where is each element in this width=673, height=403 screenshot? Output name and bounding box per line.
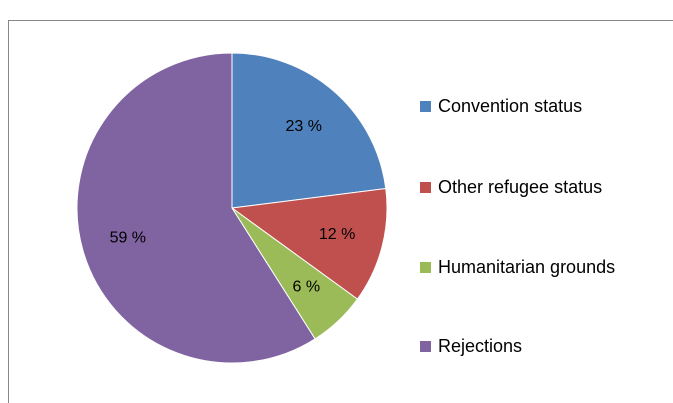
data-label: 6 % [292,278,320,295]
legend-label: Humanitarian grounds [438,257,615,277]
data-label: 23 % [286,118,322,135]
legend-swatch [420,341,431,352]
chart-frame [8,20,673,403]
legend-swatch [420,101,431,112]
legend-swatch [420,182,431,193]
legend-swatch [420,262,431,273]
legend-label: Rejections [438,336,522,356]
pie-slice [230,188,388,300]
data-label: 59 % [110,229,146,246]
pie-slice [231,52,387,209]
pie-slice [76,52,316,364]
data-label: 12 % [319,226,355,243]
legend-label: Other refugee status [438,177,602,197]
legend-label: Convention status [438,96,582,116]
